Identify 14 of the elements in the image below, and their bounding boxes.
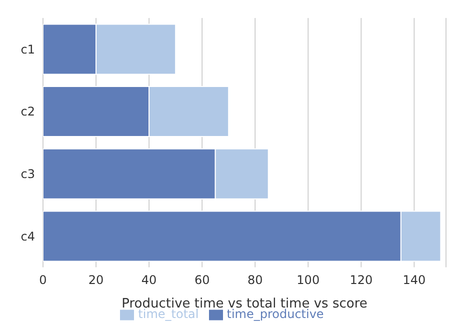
y-tick-label: c4 <box>20 229 35 244</box>
x-tick-label: 120 <box>350 272 373 287</box>
x-tick-label: 40 <box>141 272 157 287</box>
y-tick-label: c1 <box>20 42 35 56</box>
legend-label: time_productive <box>226 307 324 322</box>
x-tick-label: 60 <box>194 272 210 287</box>
x-tick-label: 140 <box>402 272 426 287</box>
x-tick-label: 0 <box>39 272 47 287</box>
y-tick-label: c3 <box>20 167 35 182</box>
y-tick-label: c2 <box>20 104 35 119</box>
x-tick-label: 20 <box>88 272 104 287</box>
x-tick-label: 80 <box>247 272 263 287</box>
x-tick-label: 100 <box>296 272 320 287</box>
legend-label: time_total <box>138 307 199 322</box>
